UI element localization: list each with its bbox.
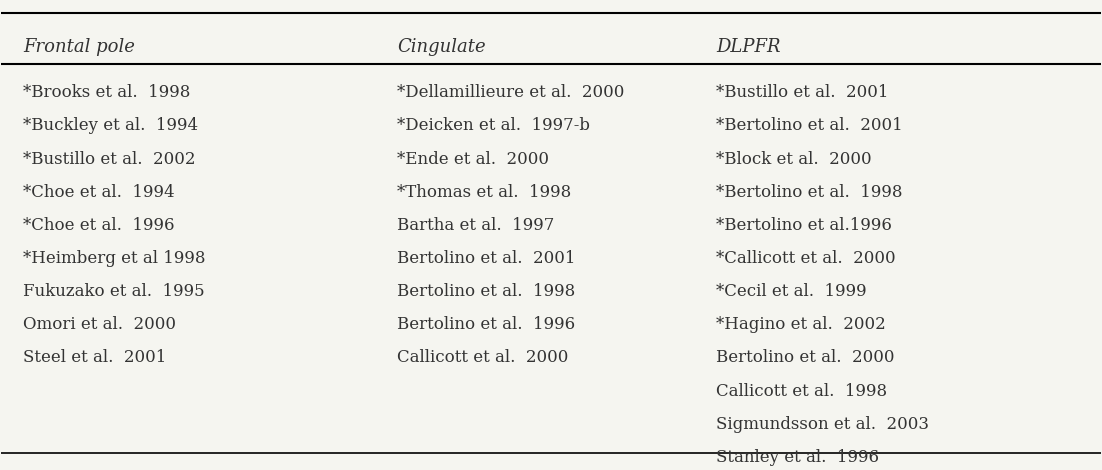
Text: *Cecil et al.  1999: *Cecil et al. 1999 <box>716 283 866 300</box>
Text: *Bertolino et al.  1998: *Bertolino et al. 1998 <box>716 184 903 201</box>
Text: *Block et al.  2000: *Block et al. 2000 <box>716 150 872 167</box>
Text: Omori et al.  2000: Omori et al. 2000 <box>23 316 176 333</box>
Text: *Bustillo et al.  2002: *Bustillo et al. 2002 <box>23 150 196 167</box>
Text: *Callicott et al.  2000: *Callicott et al. 2000 <box>716 250 896 267</box>
Text: Bertolino et al.  1998: Bertolino et al. 1998 <box>397 283 575 300</box>
Text: *Choe et al.  1994: *Choe et al. 1994 <box>23 184 175 201</box>
Text: *Brooks et al.  1998: *Brooks et al. 1998 <box>23 84 191 101</box>
Text: Callicott et al.  1998: Callicott et al. 1998 <box>716 383 887 400</box>
Text: Steel et al.  2001: Steel et al. 2001 <box>23 349 166 367</box>
Text: *Hagino et al.  2002: *Hagino et al. 2002 <box>716 316 886 333</box>
Text: DLPFR: DLPFR <box>716 38 780 56</box>
Text: *Thomas et al.  1998: *Thomas et al. 1998 <box>397 184 571 201</box>
Text: Stanley et al.  1996: Stanley et al. 1996 <box>716 449 879 466</box>
Text: Bertolino et al.  2001: Bertolino et al. 2001 <box>397 250 575 267</box>
Text: Callicott et al.  2000: Callicott et al. 2000 <box>397 349 569 367</box>
Text: Bertolino et al.  2000: Bertolino et al. 2000 <box>716 349 895 367</box>
Text: Frontal pole: Frontal pole <box>23 38 136 56</box>
Text: Cingulate: Cingulate <box>397 38 486 56</box>
Text: Sigmundsson et al.  2003: Sigmundsson et al. 2003 <box>716 415 929 433</box>
Text: *Buckley et al.  1994: *Buckley et al. 1994 <box>23 118 198 134</box>
Text: *Ende et al.  2000: *Ende et al. 2000 <box>397 150 549 167</box>
Text: *Dellamillieure et al.  2000: *Dellamillieure et al. 2000 <box>397 84 625 101</box>
Text: Bertolino et al.  1996: Bertolino et al. 1996 <box>397 316 575 333</box>
Text: *Choe et al.  1996: *Choe et al. 1996 <box>23 217 175 234</box>
Text: *Bustillo et al.  2001: *Bustillo et al. 2001 <box>716 84 888 101</box>
Text: Bartha et al.  1997: Bartha et al. 1997 <box>397 217 554 234</box>
Text: *Bertolino et al.1996: *Bertolino et al.1996 <box>716 217 892 234</box>
Text: *Heimberg et al 1998: *Heimberg et al 1998 <box>23 250 206 267</box>
Text: *Bertolino et al.  2001: *Bertolino et al. 2001 <box>716 118 903 134</box>
Text: Fukuzako et al.  1995: Fukuzako et al. 1995 <box>23 283 205 300</box>
Text: *Deicken et al.  1997-b: *Deicken et al. 1997-b <box>397 118 590 134</box>
